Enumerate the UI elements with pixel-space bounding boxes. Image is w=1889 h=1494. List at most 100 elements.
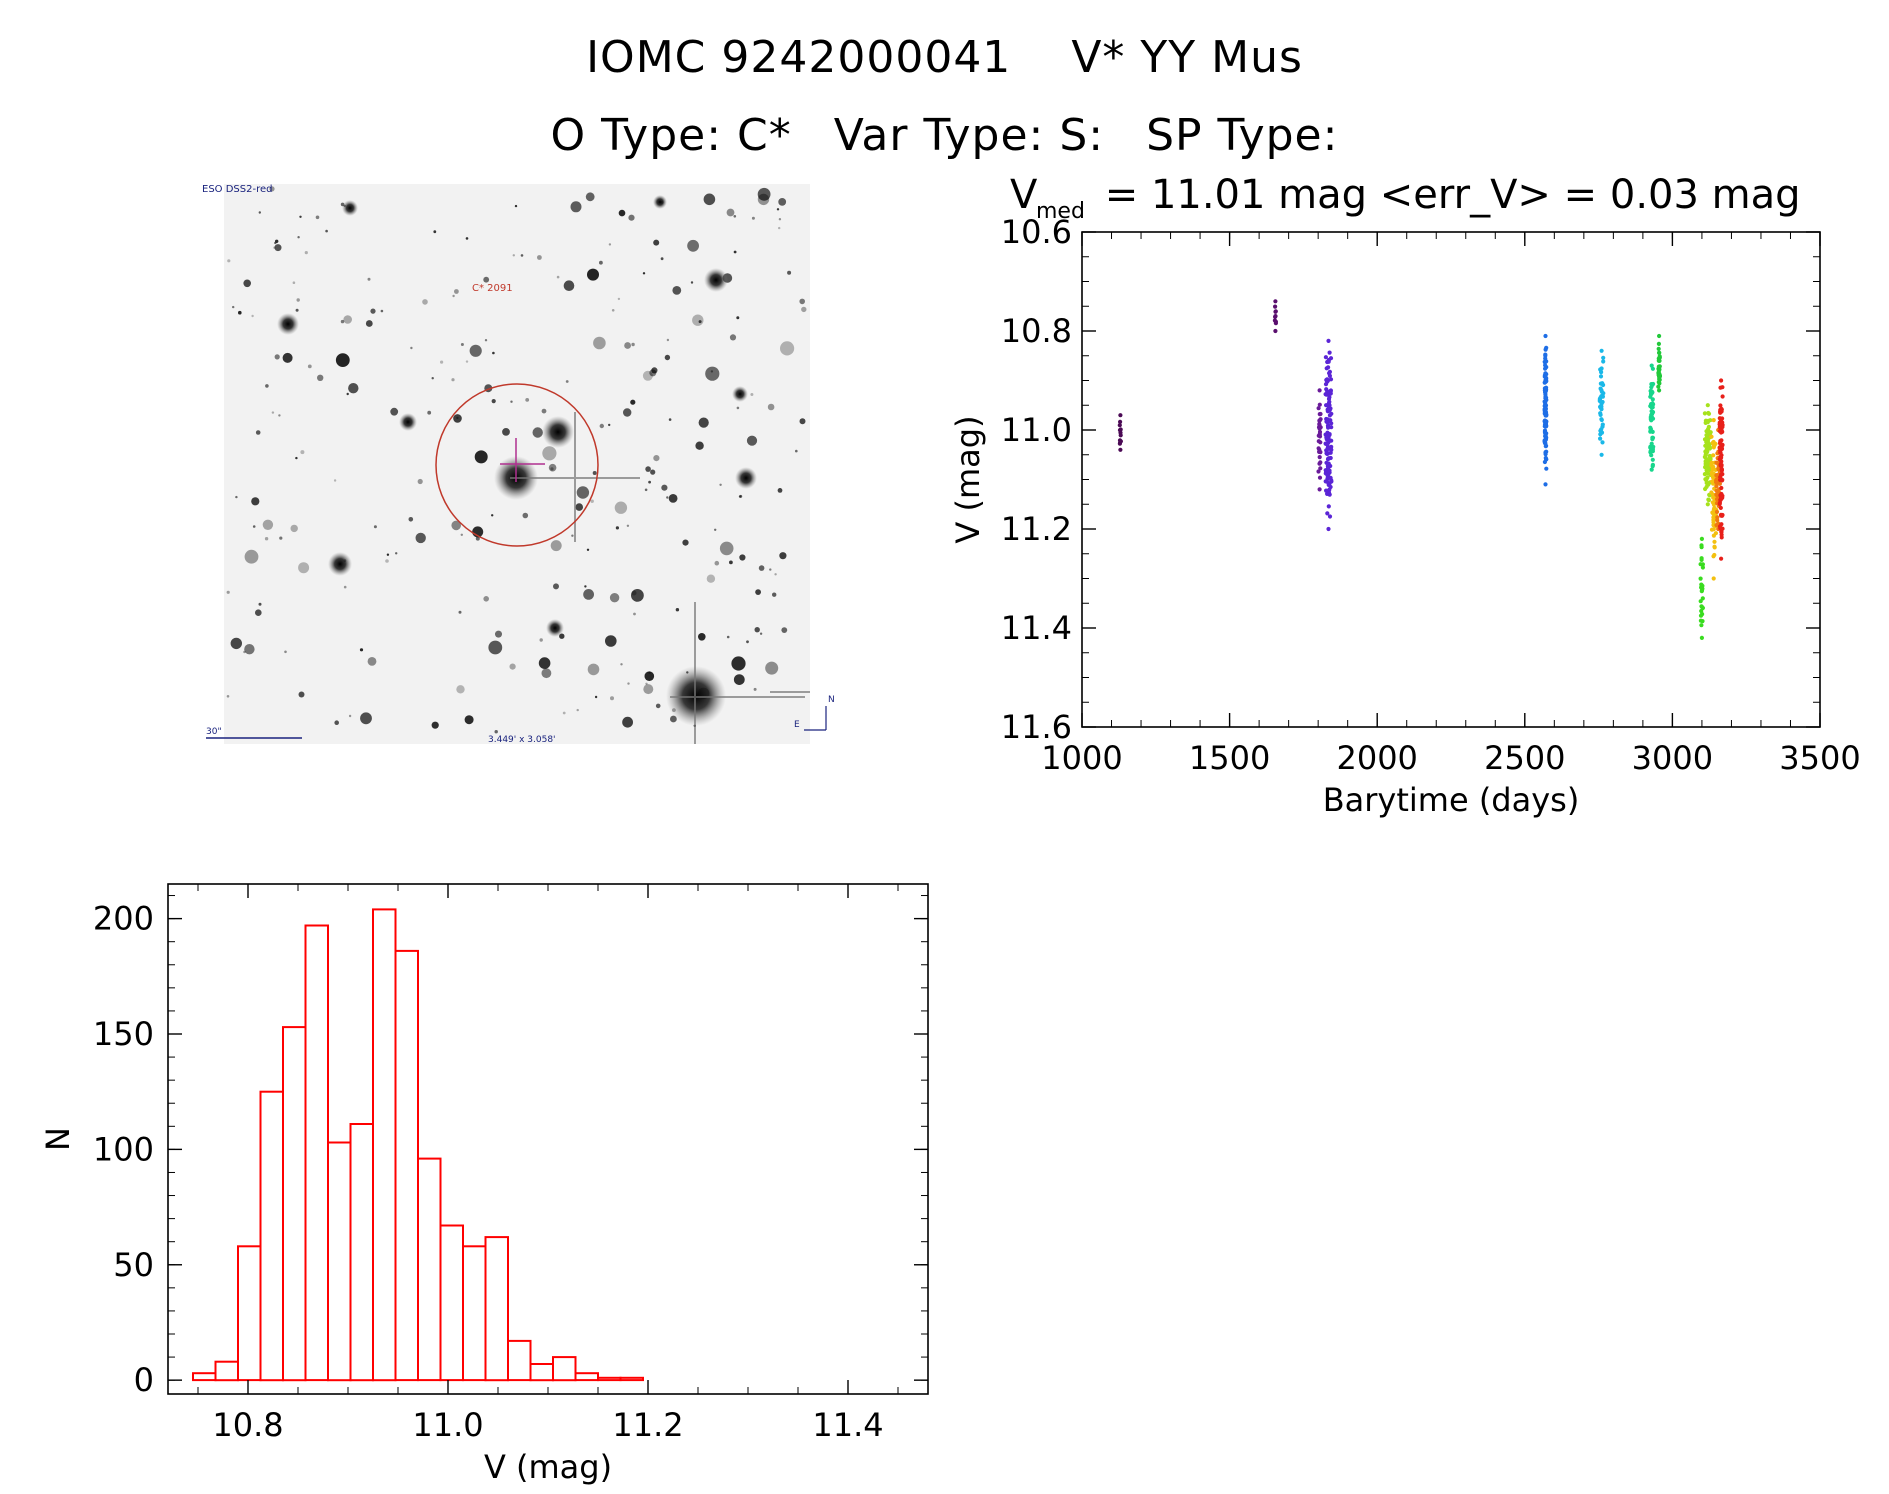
bright-star xyxy=(342,200,358,216)
data-point xyxy=(1706,410,1711,416)
field-star xyxy=(469,344,482,357)
data-point xyxy=(1327,468,1332,473)
field-star xyxy=(599,423,604,429)
field-star xyxy=(525,398,530,402)
field-star xyxy=(464,715,474,725)
object-type: O Type: C* xyxy=(550,110,792,161)
light-curve-title-rest: = 11.01 mag <err_V> = 0.03 mag xyxy=(1092,172,1801,218)
field-star xyxy=(714,560,720,566)
x-tick-label: 11.4 xyxy=(812,1406,883,1444)
field-star xyxy=(343,585,347,589)
data-point xyxy=(1649,363,1654,368)
field-star xyxy=(532,427,543,438)
field-star xyxy=(271,411,275,414)
field-star xyxy=(757,187,771,201)
data-point xyxy=(1327,395,1332,400)
data-point xyxy=(1651,381,1656,387)
field-star xyxy=(483,596,490,602)
field-star xyxy=(494,730,498,734)
data-point xyxy=(1711,464,1716,469)
data-point xyxy=(1317,487,1322,492)
data-point xyxy=(1318,440,1323,445)
data-point xyxy=(1325,511,1330,516)
data-point xyxy=(1598,386,1603,391)
field-star xyxy=(777,488,783,493)
field-star xyxy=(571,534,574,537)
histogram-bar xyxy=(192,1372,217,1382)
data-point xyxy=(1327,514,1333,519)
data-point xyxy=(1598,374,1604,379)
data-point xyxy=(1649,385,1654,390)
field-star xyxy=(664,354,671,361)
data-point xyxy=(1649,405,1654,410)
x-tick-label: 3500 xyxy=(1779,739,1860,777)
field-star xyxy=(653,455,660,462)
data-point xyxy=(1718,454,1723,459)
field-star xyxy=(706,574,716,583)
field-star xyxy=(492,351,495,355)
x-tick-label: 10.8 xyxy=(212,1406,283,1444)
histogram-ticks: 10.8 11.0 11.2 11.4 0 50 100 150 200 xyxy=(93,884,928,1444)
field-star xyxy=(714,528,717,531)
data-point xyxy=(1717,500,1722,505)
field-star xyxy=(562,711,566,715)
histogram-bar xyxy=(349,1123,374,1382)
field-star xyxy=(719,483,722,486)
field-star xyxy=(258,602,262,606)
field-star xyxy=(630,399,636,405)
field-star xyxy=(251,497,260,506)
data-point xyxy=(1656,346,1661,351)
data-point xyxy=(1711,453,1716,458)
data-point xyxy=(1700,583,1705,589)
field-star xyxy=(541,408,547,414)
field-star xyxy=(698,633,706,641)
data-point xyxy=(1711,517,1716,523)
data-point xyxy=(1600,381,1605,386)
histogram-bar xyxy=(597,1376,622,1382)
field-star xyxy=(757,193,770,206)
field-star xyxy=(296,298,300,302)
field-star xyxy=(746,640,749,644)
field-star xyxy=(778,198,787,206)
data-point xyxy=(1543,333,1548,339)
finder-chart-image: ESO DSS2-red C* 2091 30" 3.449' x 3.058'… xyxy=(200,182,836,746)
data-point xyxy=(1316,469,1321,474)
field-star xyxy=(484,339,488,342)
data-point xyxy=(1599,348,1604,353)
data-point xyxy=(1717,524,1723,529)
data-point xyxy=(1543,379,1548,385)
data-point xyxy=(1711,495,1716,500)
field-star xyxy=(645,466,651,472)
data-point xyxy=(1544,413,1549,418)
data-point xyxy=(1699,604,1704,610)
y-tick-label: 150 xyxy=(93,1015,154,1053)
field-star xyxy=(585,192,595,202)
field-star xyxy=(297,236,300,239)
field-star xyxy=(410,346,413,350)
bright-star xyxy=(399,413,417,431)
field-star xyxy=(427,410,432,415)
y-tick-label: 50 xyxy=(113,1246,154,1284)
y-tick-label: 11.2 xyxy=(1001,510,1072,548)
data-point xyxy=(1317,449,1322,454)
field-star xyxy=(599,260,603,265)
data-point xyxy=(1711,576,1716,581)
field-star xyxy=(227,259,231,263)
data-point xyxy=(1656,384,1661,389)
field-star xyxy=(538,657,551,669)
field-star xyxy=(608,243,612,246)
data-point xyxy=(1699,608,1704,614)
data-point xyxy=(1544,466,1549,471)
data-point xyxy=(1327,373,1332,378)
object-label: C* 2091 xyxy=(472,283,513,294)
data-point xyxy=(1648,428,1653,433)
data-point xyxy=(1598,395,1603,400)
field-star xyxy=(304,251,308,255)
data-point xyxy=(1273,314,1278,319)
field-star xyxy=(295,308,299,312)
field-star xyxy=(631,589,644,602)
data-point xyxy=(1327,492,1332,497)
data-point xyxy=(1326,462,1331,467)
data-point xyxy=(1600,424,1605,429)
data-point xyxy=(1657,388,1662,393)
